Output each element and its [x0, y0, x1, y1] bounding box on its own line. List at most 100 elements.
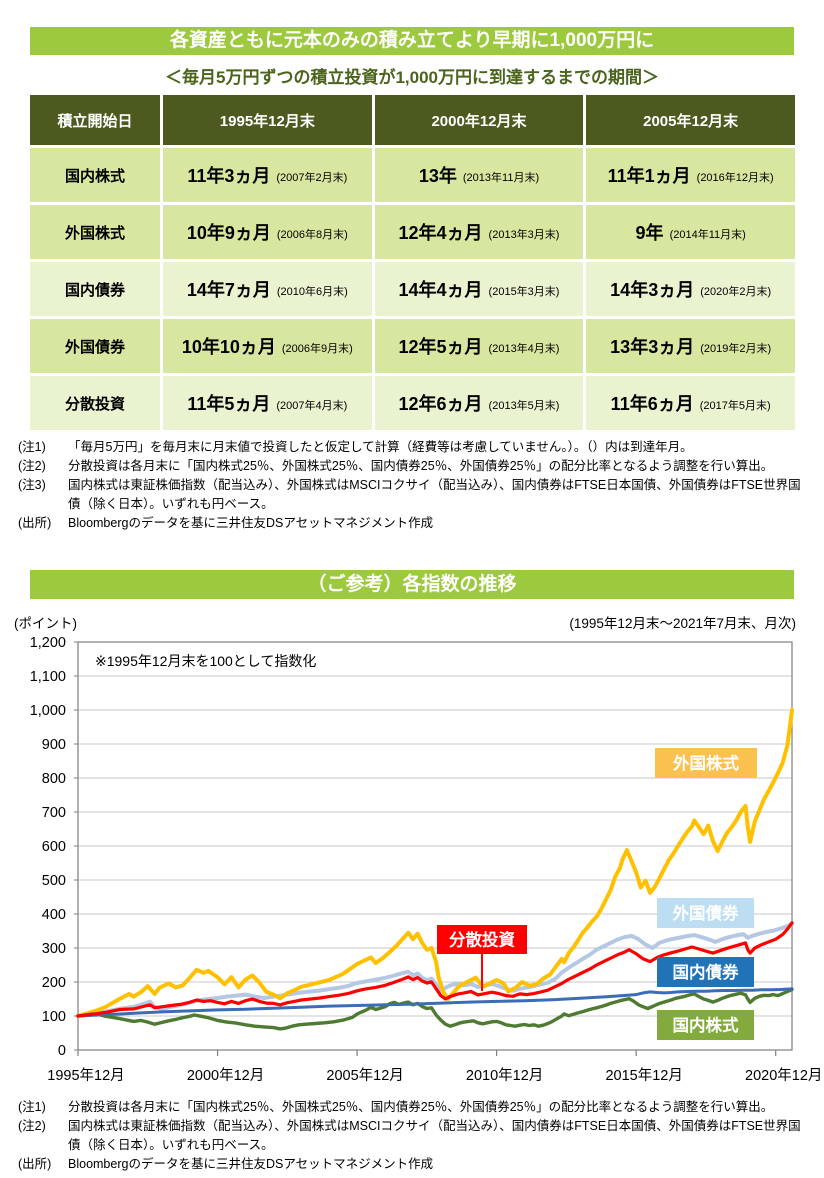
- series-label-text: 国内債券: [673, 962, 740, 982]
- y-tick-label: 600: [42, 839, 66, 855]
- period-value: 9年: [635, 223, 664, 243]
- series-label-box: [657, 957, 754, 987]
- period-value: 14年4ヵ月: [398, 280, 483, 300]
- note-text: Bloombergのデータを基に三井住友DSアセットマネジメント作成: [68, 1157, 434, 1171]
- period-cell: 13年 (2013年11月末): [374, 148, 584, 202]
- note-line: (注1) 分散投資は各月末に「国内株式25％、外国株式25％、国内債券25％、外国…: [18, 1098, 812, 1117]
- note-tag: (注1): [18, 1100, 46, 1114]
- series-label-text: 分散投資: [449, 930, 516, 950]
- reach-date: (2015年3月末): [488, 286, 560, 298]
- asset-label-cell: 国内株式: [30, 148, 160, 202]
- asset-label-cell: 分散投資: [30, 376, 160, 430]
- series-line-国内株式: [76, 987, 794, 1031]
- y-tick-label: 800: [42, 771, 66, 787]
- period-cell: 12年5ヵ月 (2013年4月末): [374, 319, 584, 373]
- reach-date: (2016年12月末): [696, 172, 774, 184]
- period-cell: 13年3ヵ月 (2019年2月末): [586, 319, 795, 373]
- table-subtitle: ＜毎月5万円ずつの積立投資が1,000万円に到達するまでの期間＞: [165, 68, 659, 87]
- plot-border: [77, 641, 793, 1051]
- note-text: 「毎月5万円」を毎月末に月末値で投資したと仮定して計算（経費等は考慮していません…: [68, 440, 693, 454]
- table-header-cell: 1995年12月末: [163, 95, 372, 145]
- period-value: 14年7ヵ月: [186, 280, 271, 300]
- y-tick-label: 700: [42, 805, 66, 821]
- period-value: 12年6ヵ月: [398, 394, 483, 414]
- note-tag: (注3): [18, 478, 46, 492]
- period-cell: 14年4ヵ月 (2015年3月末): [374, 262, 584, 316]
- index-line-chart: 0 100 200 300 400 500 600 700 800 900 1,000 1,100 1,…: [30, 635, 823, 1084]
- reach-date: (2006年8月末): [276, 229, 348, 241]
- x-tick-label: 1995年12月: [47, 1067, 124, 1084]
- period-value: 11年5ヵ月: [187, 394, 271, 414]
- note-text: 国内株式は東証株価指数（配当込み）、外国株式はMSCIコクサイ（配当込み）、国内…: [68, 1119, 801, 1152]
- reach-date: (2020年2月末): [700, 286, 772, 298]
- period-cell: 11年1ヵ月 (2016年12月末): [586, 148, 795, 202]
- period-cell: 11年3ヵ月 (2007年2月末): [163, 148, 372, 202]
- table-notes: (注1) 「毎月5万円」を毎月末に月末値で投資したと仮定して計算（経費等は考慮して…: [18, 438, 812, 533]
- period-cell: 14年7ヵ月 (2010年6月末): [163, 262, 372, 316]
- note-text: Bloombergのデータを基に三井住友DSアセットマネジメント作成: [68, 516, 434, 530]
- table-header-cell: 2005年12月末: [586, 95, 795, 145]
- period-value: 10年9ヵ月: [186, 223, 271, 243]
- x-tick-label: 2000年12月: [187, 1067, 264, 1084]
- y-tick-label: 500: [42, 873, 66, 889]
- note-tag: (注1): [18, 440, 46, 454]
- reach-date: (2019年2月末): [700, 343, 772, 355]
- note-line: (注1) 「毎月5万円」を毎月末に月末値で投資したと仮定して計算（経費等は考慮して…: [18, 438, 812, 457]
- reach-date: (2014年11月末): [669, 229, 746, 241]
- asset-label-cell: 外国株式: [30, 205, 160, 259]
- note-line: (注2) 国内株式は東証株価指数（配当込み）、外国株式はMSCIコクサイ（配当込み…: [18, 1117, 812, 1155]
- reach-date: (2007年4月末): [276, 400, 348, 412]
- series-label-box: [655, 748, 757, 778]
- series-label-text: 外国債券: [673, 903, 740, 923]
- chart-annotation: ※1995年12月末を100として指数化: [95, 653, 316, 669]
- x-tick-label: 2010年12月: [466, 1067, 543, 1084]
- asset-label-cell: 外国債券: [30, 319, 160, 373]
- note-line: (出所) Bloombergのデータを基に三井住友DSアセットマネジメント作成: [18, 514, 812, 533]
- y-tick-label: 0: [58, 1043, 66, 1059]
- y-tick-label: 400: [42, 907, 66, 923]
- chart-period-label: (1995年12月末～2021年7月末、月次): [569, 616, 796, 631]
- note-line: (注3) 国内株式は東証株価指数（配当込み）、外国株式はMSCIコクサイ（配当込み…: [18, 476, 812, 514]
- period-value: 11年6ヵ月: [610, 394, 694, 414]
- period-value: 14年3ヵ月: [610, 280, 695, 300]
- period-cell: 9年 (2014年11月末): [586, 205, 795, 259]
- x-tick-label: 2005年12月: [326, 1067, 403, 1084]
- series-label-box: [657, 898, 754, 928]
- table-header-cell: 積立開始日: [30, 95, 160, 145]
- table-header-cell: 2000年12月末: [374, 95, 584, 145]
- period-value: 13年: [418, 166, 457, 186]
- reach-date: (2013年5月末): [488, 400, 560, 412]
- period-cell: 10年9ヵ月 (2006年8月末): [163, 205, 372, 259]
- note-text: 分散投資は各月末に「国内株式25％、外国株式25％、国内債券25％、外国債券25…: [68, 1100, 774, 1114]
- series-label-box: [657, 1010, 754, 1040]
- investment-period-table: 積立開始日 1995年12月末 2000年12月末 2005年12月末 国内株式 11年3…: [30, 95, 795, 430]
- reach-date: (2013年11月末): [462, 172, 540, 184]
- y-tick-label: 300: [42, 941, 66, 957]
- period-value: 13年3ヵ月: [610, 337, 695, 357]
- reach-date: (2013年4月末): [488, 343, 560, 355]
- period-cell: 10年10ヵ月 (2006年9月末): [163, 319, 372, 373]
- period-value: 12年5ヵ月: [398, 337, 483, 357]
- x-tick-label: 2015年12月: [605, 1067, 682, 1084]
- page-title-banner: 各資産ともに元本のみの積み立てより早期に1,000万円に: [30, 27, 794, 55]
- series-line-外国債券: [76, 921, 794, 1018]
- period-cell: 12年6ヵ月 (2013年5月末): [374, 376, 584, 430]
- reach-date: (2013年3月末): [488, 229, 560, 241]
- note-tag: (出所): [18, 1157, 52, 1171]
- reach-date: (2010年6月末): [276, 286, 348, 298]
- series-label-text: 外国株式: [673, 753, 740, 773]
- period-value: 12年4ヵ月: [398, 223, 483, 243]
- period-cell: 11年5ヵ月 (2007年4月末): [163, 376, 372, 430]
- note-text: 分散投資は各月末に「国内株式25％、外国株式25％、国内債券25％、外国債券25…: [68, 459, 774, 473]
- series-label-text: 国内株式: [673, 1015, 740, 1035]
- chart-notes: (注1) 分散投資は各月末に「国内株式25％、外国株式25％、国内債券25％、外国…: [18, 1098, 812, 1174]
- chart-header-row: (ポイント) (1995年12月末～2021年7月末、月次): [14, 612, 796, 632]
- note-tag: (注2): [18, 459, 46, 473]
- period-value: 11年1ヵ月: [607, 166, 691, 186]
- reach-date: (2007年2月末): [276, 172, 348, 184]
- period-value: 11年3ヵ月: [187, 166, 271, 186]
- y-tick-label: 200: [42, 975, 66, 991]
- note-text: 国内株式は東証株価指数（配当込み）、外国株式はMSCIコクサイ（配当込み）、国内…: [68, 478, 801, 511]
- note-line: (出所) Bloombergのデータを基に三井住友DSアセットマネジメント作成: [18, 1155, 812, 1174]
- reach-date: (2006年9月末): [281, 343, 353, 355]
